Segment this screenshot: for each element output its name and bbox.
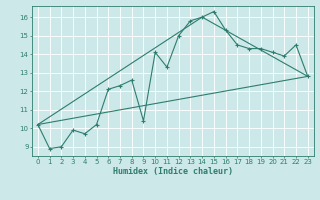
X-axis label: Humidex (Indice chaleur): Humidex (Indice chaleur) [113, 167, 233, 176]
